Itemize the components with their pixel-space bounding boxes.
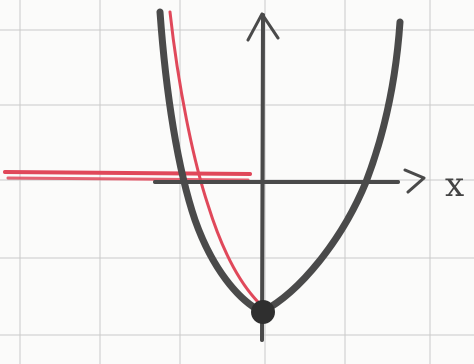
x-axis-arrowhead [403, 168, 426, 194]
parabola-left-branch [156, 8, 266, 316]
pencil-strokes [153, 8, 426, 342]
red-curve [168, 10, 264, 308]
red-horizontal-asymptote-retrace [6, 176, 250, 182]
parabola-right-branch [258, 18, 404, 316]
y-axis [260, 13, 265, 342]
x-axis-label: x [445, 165, 464, 205]
vertex-dot [251, 300, 275, 324]
red-horizontal-asymptote [3, 170, 252, 176]
red-pen-strokes [3, 10, 264, 308]
y-axis-arrowhead [246, 12, 280, 42]
